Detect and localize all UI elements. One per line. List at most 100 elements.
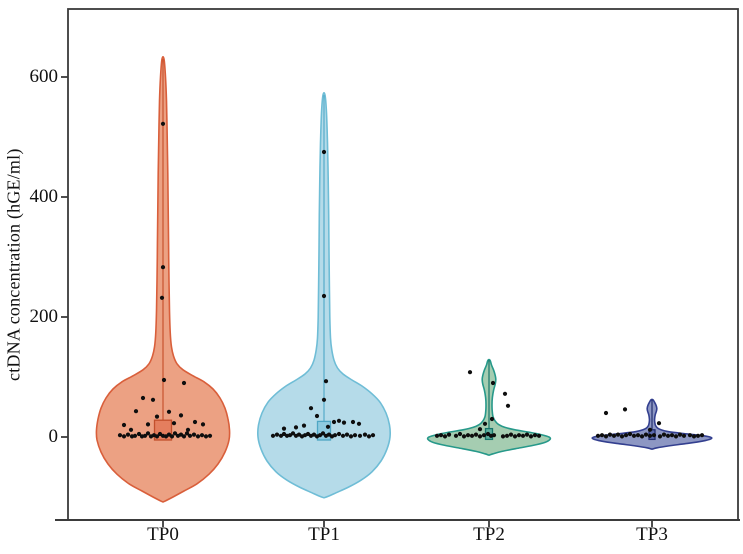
data-point-TP3 xyxy=(631,433,637,438)
data-point-TP2 xyxy=(516,433,522,438)
data-point-TP0 xyxy=(169,434,175,439)
data-point-TP2 xyxy=(477,427,483,432)
data-point-TP0 xyxy=(154,414,160,419)
data-point-TP0 xyxy=(200,422,206,427)
data-point-TP3 xyxy=(661,432,667,437)
data-point-TP3 xyxy=(643,432,649,437)
data-point-TP2 xyxy=(520,433,526,438)
x-tick-label-tp1: TP1 xyxy=(308,524,340,545)
data-point-TP3 xyxy=(673,434,679,439)
x-tick-label-tp0: TP0 xyxy=(147,524,179,545)
data-point-TP1 xyxy=(293,425,299,430)
data-point-TP3 xyxy=(603,434,609,439)
data-point-TP0 xyxy=(161,377,167,383)
data-point-TP2 xyxy=(461,434,467,439)
data-point-TP0 xyxy=(191,432,197,437)
data-point-TP3 xyxy=(677,432,683,437)
data-point-TP0 xyxy=(171,421,177,426)
y-tick-label-600: 600 xyxy=(29,66,59,87)
data-point-TP1 xyxy=(356,421,362,426)
data-point-TP3 xyxy=(615,432,621,437)
data-point-TP1 xyxy=(344,432,350,437)
data-point-TP3 xyxy=(681,433,687,438)
data-point-TP0 xyxy=(178,413,184,418)
data-point-TP2 xyxy=(453,433,459,438)
data-point-TP1 xyxy=(270,433,276,438)
data-point-TP0 xyxy=(140,395,146,401)
data-point-TP2 xyxy=(457,431,463,437)
data-point-TP0 xyxy=(199,433,205,438)
data-point-TP1 xyxy=(336,431,342,437)
data-point-TP2 xyxy=(491,433,497,438)
data-point-TP0 xyxy=(207,433,213,438)
data-point-TP0 xyxy=(195,434,201,439)
data-point-TP2 xyxy=(512,434,518,439)
data-point-TP2 xyxy=(532,433,538,438)
data-point-TP3 xyxy=(599,433,605,438)
data-point-TP2 xyxy=(477,434,483,439)
data-point-TP3 xyxy=(657,434,663,439)
data-point-TP2 xyxy=(446,432,452,437)
x-tick-label-tp3: TP3 xyxy=(636,524,668,545)
data-point-TP1 xyxy=(352,433,358,438)
data-point-TP0 xyxy=(185,427,191,432)
data-point-TP1 xyxy=(290,431,296,436)
data-point-TP2 xyxy=(502,391,508,396)
data-point-TP0 xyxy=(192,419,198,425)
data-point-TP3 xyxy=(656,421,662,426)
data-point-TP0 xyxy=(121,422,127,428)
data-point-TP2 xyxy=(508,432,514,437)
data-point-TP1 xyxy=(301,423,307,428)
data-point-TP3 xyxy=(669,433,675,438)
y-tick-label-400: 400 xyxy=(29,186,59,207)
data-point-TP0 xyxy=(184,431,190,436)
data-point-TP2 xyxy=(490,380,496,386)
data-point-TP3 xyxy=(687,433,693,438)
data-point-TP1 xyxy=(332,433,338,438)
y-tick-label-200: 200 xyxy=(29,306,59,327)
data-point-TP2 xyxy=(505,403,511,408)
data-point-TP2 xyxy=(500,434,506,439)
data-point-TP3 xyxy=(635,433,641,438)
data-point-TP2 xyxy=(473,432,479,437)
data-point-TP3 xyxy=(665,433,671,438)
data-point-TP2 xyxy=(524,432,530,437)
data-point-TP3 xyxy=(623,433,629,438)
data-point-TP2 xyxy=(504,433,510,438)
data-point-TP3 xyxy=(595,433,601,438)
y-axis-title: ctDNA concentration (hGE/ml) xyxy=(3,148,24,382)
data-point-TP2 xyxy=(442,434,448,439)
data-point-TP1 xyxy=(321,397,327,402)
data-point-TP1 xyxy=(366,434,372,439)
data-point-TP3 xyxy=(691,434,697,439)
data-point-TP1 xyxy=(331,419,337,425)
data-point-TP1 xyxy=(370,433,376,438)
data-point-TP0 xyxy=(142,433,148,438)
data-point-TP2 xyxy=(438,433,444,438)
data-point-TP0 xyxy=(121,434,127,439)
data-point-TP3 xyxy=(622,407,628,412)
data-point-TP3 xyxy=(647,427,653,432)
y-tick-label-0: 0 xyxy=(48,426,59,447)
data-point-TP0 xyxy=(187,433,193,438)
data-point-TP0 xyxy=(159,295,165,300)
data-point-TP1 xyxy=(325,424,331,429)
data-point-TP2 xyxy=(469,433,475,438)
data-point-TP0 xyxy=(128,427,134,432)
data-point-TP1 xyxy=(336,418,342,423)
data-point-TP0 xyxy=(181,434,187,439)
data-point-TP1 xyxy=(362,432,368,437)
data-point-TP0 xyxy=(166,409,172,414)
data-point-TP0 xyxy=(117,433,123,438)
data-point-TP0 xyxy=(160,121,166,126)
data-point-TP0 xyxy=(203,434,209,439)
data-point-TP3 xyxy=(619,434,625,439)
data-point-TP1 xyxy=(340,433,346,438)
data-point-TP1 xyxy=(348,434,354,439)
data-point-TP0 xyxy=(160,265,166,270)
data-point-TP1 xyxy=(341,420,347,425)
data-point-TP3 xyxy=(651,433,657,438)
data-point-TP1 xyxy=(350,419,356,425)
data-point-TP0 xyxy=(150,397,156,402)
